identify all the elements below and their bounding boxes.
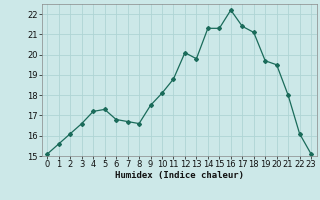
X-axis label: Humidex (Indice chaleur): Humidex (Indice chaleur) bbox=[115, 171, 244, 180]
